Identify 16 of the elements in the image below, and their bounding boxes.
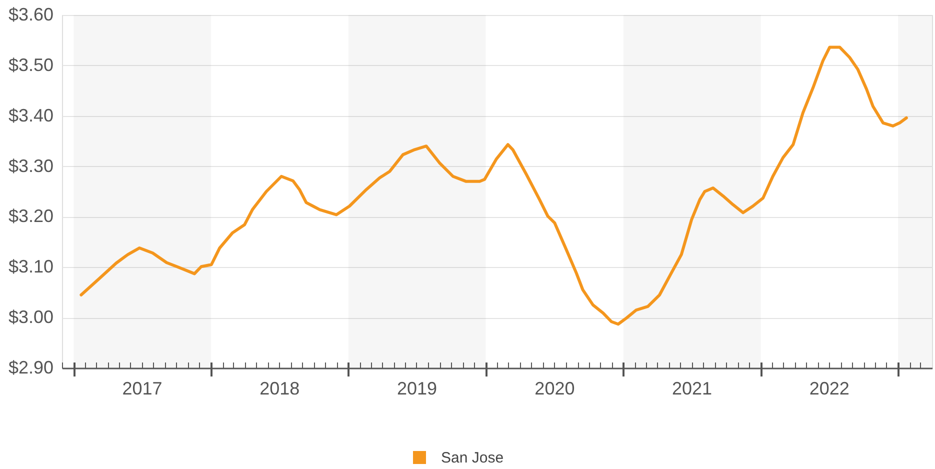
x-tick-label: 2019 xyxy=(396,378,437,398)
x-tick-label: 2017 xyxy=(122,378,162,398)
x-tick-label: 2018 xyxy=(260,378,300,398)
legend-label: San Jose xyxy=(441,450,504,466)
y-tick-label: $3.20 xyxy=(8,206,54,226)
y-tick-label: $3.40 xyxy=(8,105,54,126)
y-tick-label: $2.90 xyxy=(8,358,54,378)
y-tick-label: $3.30 xyxy=(8,156,54,176)
y-tick-label: $3.00 xyxy=(8,307,54,328)
x-tick-label: 2021 xyxy=(672,378,712,398)
y-tick-label: $3.10 xyxy=(8,256,54,277)
y-tick-label: $3.50 xyxy=(8,54,54,75)
line-series xyxy=(80,46,908,326)
y-tick-label: $3.60 xyxy=(8,4,54,24)
x-tick-label: 2020 xyxy=(534,378,575,398)
x-tick-label: 2022 xyxy=(809,378,850,398)
